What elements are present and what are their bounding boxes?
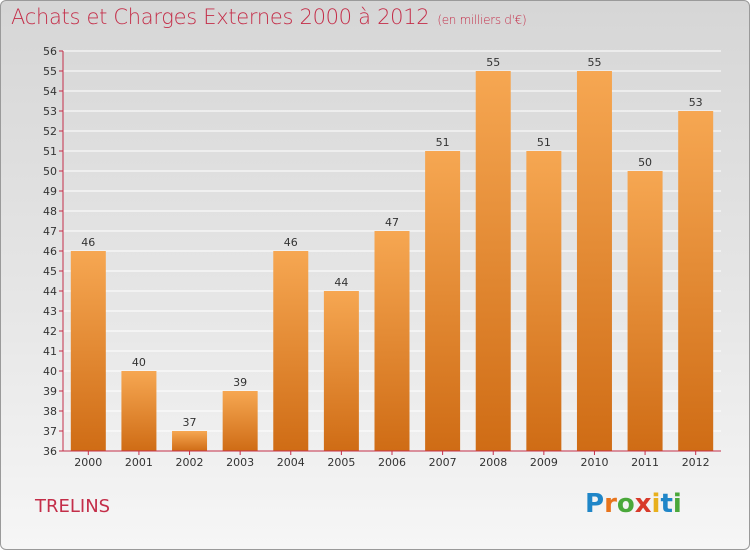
x-tick-label: 2005: [327, 456, 355, 469]
bar-value-label: 51: [436, 136, 450, 149]
y-tick-label: 55: [43, 65, 57, 78]
y-tick-label: 36: [43, 445, 57, 458]
logo-letter: r: [604, 489, 617, 519]
y-tick-label: 53: [43, 105, 57, 118]
logo-letter: i: [651, 489, 661, 519]
logo-letter: o: [616, 489, 635, 519]
x-tick-label: 2012: [682, 456, 710, 469]
logo-letter: x: [634, 489, 652, 519]
y-tick-label: 39: [43, 385, 57, 398]
y-tick-label: 50: [43, 165, 57, 178]
y-tick-label: 51: [43, 145, 57, 158]
place-name: TRELINS: [35, 496, 111, 517]
bar-value-label: 44: [334, 276, 348, 289]
bar-value-label: 50: [638, 156, 652, 169]
y-tick-label: 37: [43, 425, 57, 438]
bar-value-label: 46: [81, 236, 95, 249]
y-tick-label: 44: [43, 285, 57, 298]
logo-letter: P: [585, 489, 605, 519]
y-tick-label: 41: [43, 345, 57, 358]
bar-value-label: 53: [689, 96, 703, 109]
bar: [374, 231, 410, 451]
bar: [678, 111, 714, 451]
bar-value-label: 55: [587, 56, 601, 69]
y-tick-label: 45: [43, 265, 57, 278]
logo-letter: i: [672, 489, 682, 519]
bar: [70, 251, 106, 451]
chart-title: Achats et Charges Externes 2000 à 2012 (e…: [11, 5, 527, 29]
bar: [172, 431, 208, 451]
bar: [627, 171, 663, 451]
bar: [526, 151, 562, 451]
x-tick-label: 2002: [176, 456, 204, 469]
proxiti-logo: Proxiti: [585, 489, 682, 519]
bar-value-label: 55: [486, 56, 500, 69]
y-tick-label: 47: [43, 225, 57, 238]
bar-value-label: 51: [537, 136, 551, 149]
x-tick-label: 2000: [74, 456, 102, 469]
y-tick-label: 52: [43, 125, 57, 138]
x-tick-label: 2011: [631, 456, 659, 469]
y-tick-label: 54: [43, 85, 57, 98]
bar-value-label: 47: [385, 216, 399, 229]
x-tick-label: 2003: [226, 456, 254, 469]
y-tick-label: 56: [43, 45, 57, 58]
y-tick-label: 49: [43, 185, 57, 198]
x-tick-label: 2007: [429, 456, 457, 469]
y-tick-label: 40: [43, 365, 57, 378]
chart-subtitle: (en milliers d'€): [437, 13, 527, 27]
bar: [121, 371, 157, 451]
x-tick-label: 2008: [479, 456, 507, 469]
bar: [273, 251, 309, 451]
x-tick-label: 2009: [530, 456, 558, 469]
bar: [323, 291, 359, 451]
x-tick-label: 2001: [125, 456, 153, 469]
x-tick-label: 2010: [580, 456, 608, 469]
bar-value-label: 39: [233, 376, 247, 389]
bar-value-label: 46: [284, 236, 298, 249]
x-tick-label: 2004: [277, 456, 305, 469]
bar: [222, 391, 258, 451]
y-tick-label: 46: [43, 245, 57, 258]
y-tick-label: 42: [43, 325, 57, 338]
bar-value-label: 37: [183, 416, 197, 429]
bar: [576, 71, 612, 451]
y-tick-label: 38: [43, 405, 57, 418]
x-tick-label: 2006: [378, 456, 406, 469]
y-tick-label: 43: [43, 305, 57, 318]
bar: [475, 71, 511, 451]
bar-value-label: 40: [132, 356, 146, 369]
bar: [425, 151, 461, 451]
chart-title-text: Achats et Charges Externes 2000 à 2012: [11, 5, 430, 29]
logo-letter: t: [660, 489, 673, 519]
y-tick-label: 48: [43, 205, 57, 218]
